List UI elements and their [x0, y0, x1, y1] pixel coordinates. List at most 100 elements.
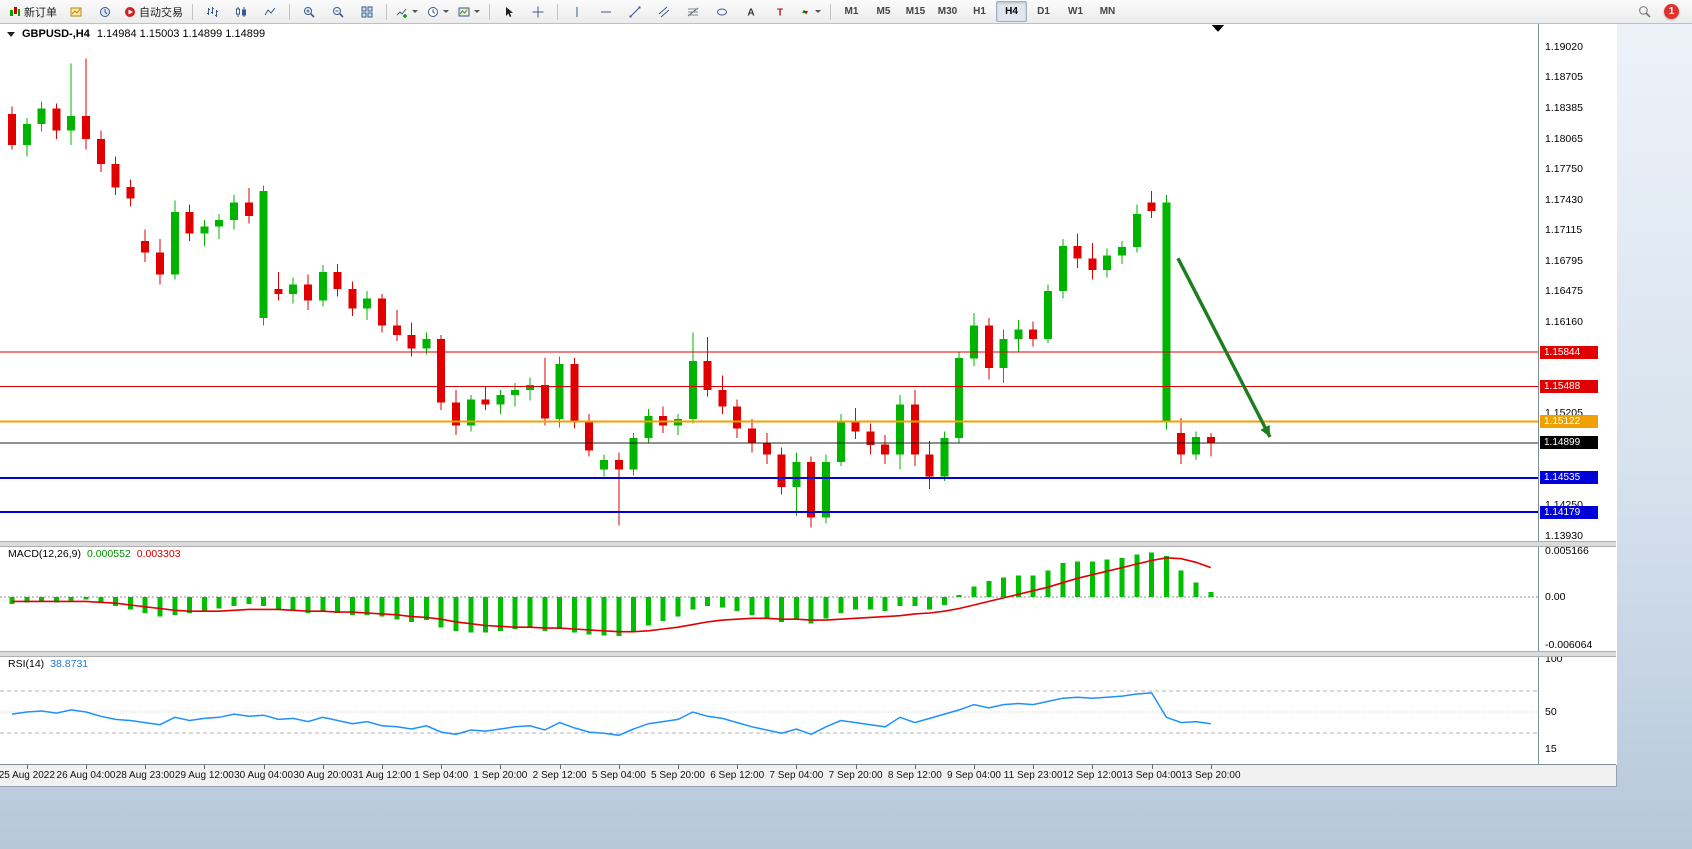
price-axis-label: 1.18385 [1545, 101, 1583, 114]
indicators-icon [396, 8, 407, 18]
price-chart-canvas[interactable] [0, 23, 1538, 541]
ellipse-shape-icon [717, 8, 727, 15]
timeframe-m1[interactable]: M1 [844, 6, 859, 17]
time-axis-tick [618, 765, 620, 769]
new-order-label: 新订单 [24, 6, 57, 19]
rsi-axis-label: 50 [1545, 706, 1557, 718]
crosshair-button[interactable] [524, 1, 552, 22]
price-axis-label: 1.19020 [1545, 40, 1583, 53]
time-axis-tick [678, 765, 679, 769]
svg-text:A: A [747, 7, 754, 18]
time-axis[interactable]: 25 Aug 2022 26 Aug 04:00 28 Aug 23:00 29 Au… [0, 764, 1616, 786]
price-axis-label: 1.18705 [1545, 71, 1583, 84]
new-order-button[interactable]: 新订单 [5, 1, 61, 22]
search-button[interactable] [1630, 1, 1658, 22]
time-axis-tick [737, 765, 739, 769]
zoom-out-icon [333, 6, 344, 18]
text-label-button[interactable]: T [766, 1, 794, 22]
line-chart-button[interactable] [256, 1, 284, 22]
time-axis-label: 7 Sep 04:00 [769, 770, 824, 781]
time-axis-label: 30 Aug 04:00 [234, 770, 294, 781]
bar-chart-button[interactable] [198, 1, 226, 22]
price-badge: 1.14179 [1540, 505, 1598, 519]
chart-window-icon [70, 7, 82, 16]
candlestick-chart-button[interactable] [227, 1, 255, 22]
time-axis-tick [1151, 765, 1153, 769]
svg-text:T: T [777, 7, 783, 18]
horizontal-line-button[interactable] [592, 1, 620, 22]
bar-chart-icon [207, 6, 218, 17]
time-axis-tick [974, 765, 975, 769]
text-label-icon: T [777, 7, 783, 18]
timeframe-d1[interactable]: D1 [1037, 6, 1050, 17]
timeframe-m30[interactable]: M30 [937, 6, 958, 17]
toolbar-right-group: 1 [1630, 1, 1687, 22]
rsi-axis-label: 15 [1545, 743, 1557, 756]
time-axis-tick [382, 765, 383, 769]
price-axis-label: 1.17430 [1545, 193, 1583, 206]
macd-axis-label: 0.00 [1545, 590, 1566, 603]
pane-splitter[interactable] [0, 541, 1616, 547]
time-axis-label: 6 Sep 12:00 [710, 770, 765, 781]
macd-axis-label: -0.006064 [1545, 639, 1593, 651]
rsi-name: RSI(14) [8, 658, 45, 670]
charts-window-button[interactable] [62, 1, 90, 22]
one-click-trading-toggle[interactable] [7, 31, 15, 37]
equidistant-channel-icon [658, 6, 670, 17]
cursor-button[interactable] [495, 1, 523, 22]
notification-badge[interactable]: 1 [1664, 4, 1679, 19]
channel-button[interactable] [650, 1, 678, 22]
timeframe-w1[interactable]: W1 [1068, 6, 1083, 17]
zoom-in-button[interactable] [295, 1, 323, 22]
crosshair-icon [532, 6, 544, 17]
fibonacci-button[interactable] [679, 1, 707, 22]
price-axis[interactable]: 1.19020 1.18705 1.18385 1.18065 1.17750 1.174… [1538, 23, 1617, 765]
vertical-line-icon [576, 6, 578, 17]
price-axis-label: 1.16160 [1545, 315, 1583, 328]
market-watch-button[interactable] [91, 1, 119, 22]
time-axis-label: 30 Aug 20:00 [293, 770, 353, 781]
timeframe-m15[interactable]: M15 [905, 6, 926, 17]
price-axis-label: 1.16795 [1545, 254, 1583, 267]
price-badge: 1.14899 [1540, 436, 1598, 450]
time-axis-label: 13 Sep 20:00 [1181, 770, 1241, 781]
rsi-pane-canvas[interactable] [0, 655, 1538, 765]
fibonacci-icon [687, 7, 699, 16]
shapes-button[interactable] [708, 1, 736, 22]
rsi-value: 38.8731 [50, 658, 89, 670]
time-axis-label: 26 Aug 04:00 [56, 770, 116, 781]
price-axis-label: 1.18065 [1545, 132, 1583, 145]
time-axis-tick [500, 765, 502, 769]
timeframe-mn[interactable]: MN [1099, 6, 1116, 17]
tile-windows-button[interactable] [353, 1, 381, 22]
time-axis-tick [322, 765, 324, 769]
time-axis-tick [86, 765, 87, 769]
tile-windows-icon [361, 6, 373, 17]
time-axis-label: 31 Aug 12:00 [352, 770, 412, 781]
time-axis-label: 9 Sep 04:00 [947, 770, 1001, 781]
toolbar-separator [830, 3, 831, 20]
templates-button[interactable] [454, 1, 484, 22]
price-badge: 1.15122 [1540, 414, 1598, 428]
text-button[interactable]: A [737, 1, 765, 22]
candlestick-chart-icon [236, 6, 246, 17]
timeframe-m5[interactable]: M5 [876, 6, 891, 17]
toolbar-separator [386, 3, 387, 20]
autotrading-button[interactable]: 自动交易 [120, 1, 187, 22]
timeframe-h4[interactable]: H4 [996, 1, 1027, 22]
periods-button[interactable] [423, 1, 453, 22]
time-axis-label: 25 Aug 2022 [0, 770, 55, 781]
arrows-button[interactable] [795, 1, 825, 22]
indicators-button[interactable] [392, 1, 422, 22]
pane-splitter[interactable] [0, 651, 1616, 657]
macd-pane-canvas[interactable] [0, 545, 1538, 651]
zoom-out-button[interactable] [324, 1, 352, 22]
price-axis-label: 1.17750 [1545, 162, 1583, 175]
macd-label: MACD(12,26,9) 0.000552 0.003303 [8, 548, 181, 560]
price-axis-label: 1.16475 [1545, 285, 1583, 298]
vertical-line-button[interactable] [563, 1, 591, 22]
chart-window: GBPUSD-,H4 1.14984 1.15003 1.14899 1.148… [0, 23, 1617, 787]
timeframe-h1[interactable]: H1 [973, 6, 986, 17]
trendline-button[interactable] [621, 1, 649, 22]
